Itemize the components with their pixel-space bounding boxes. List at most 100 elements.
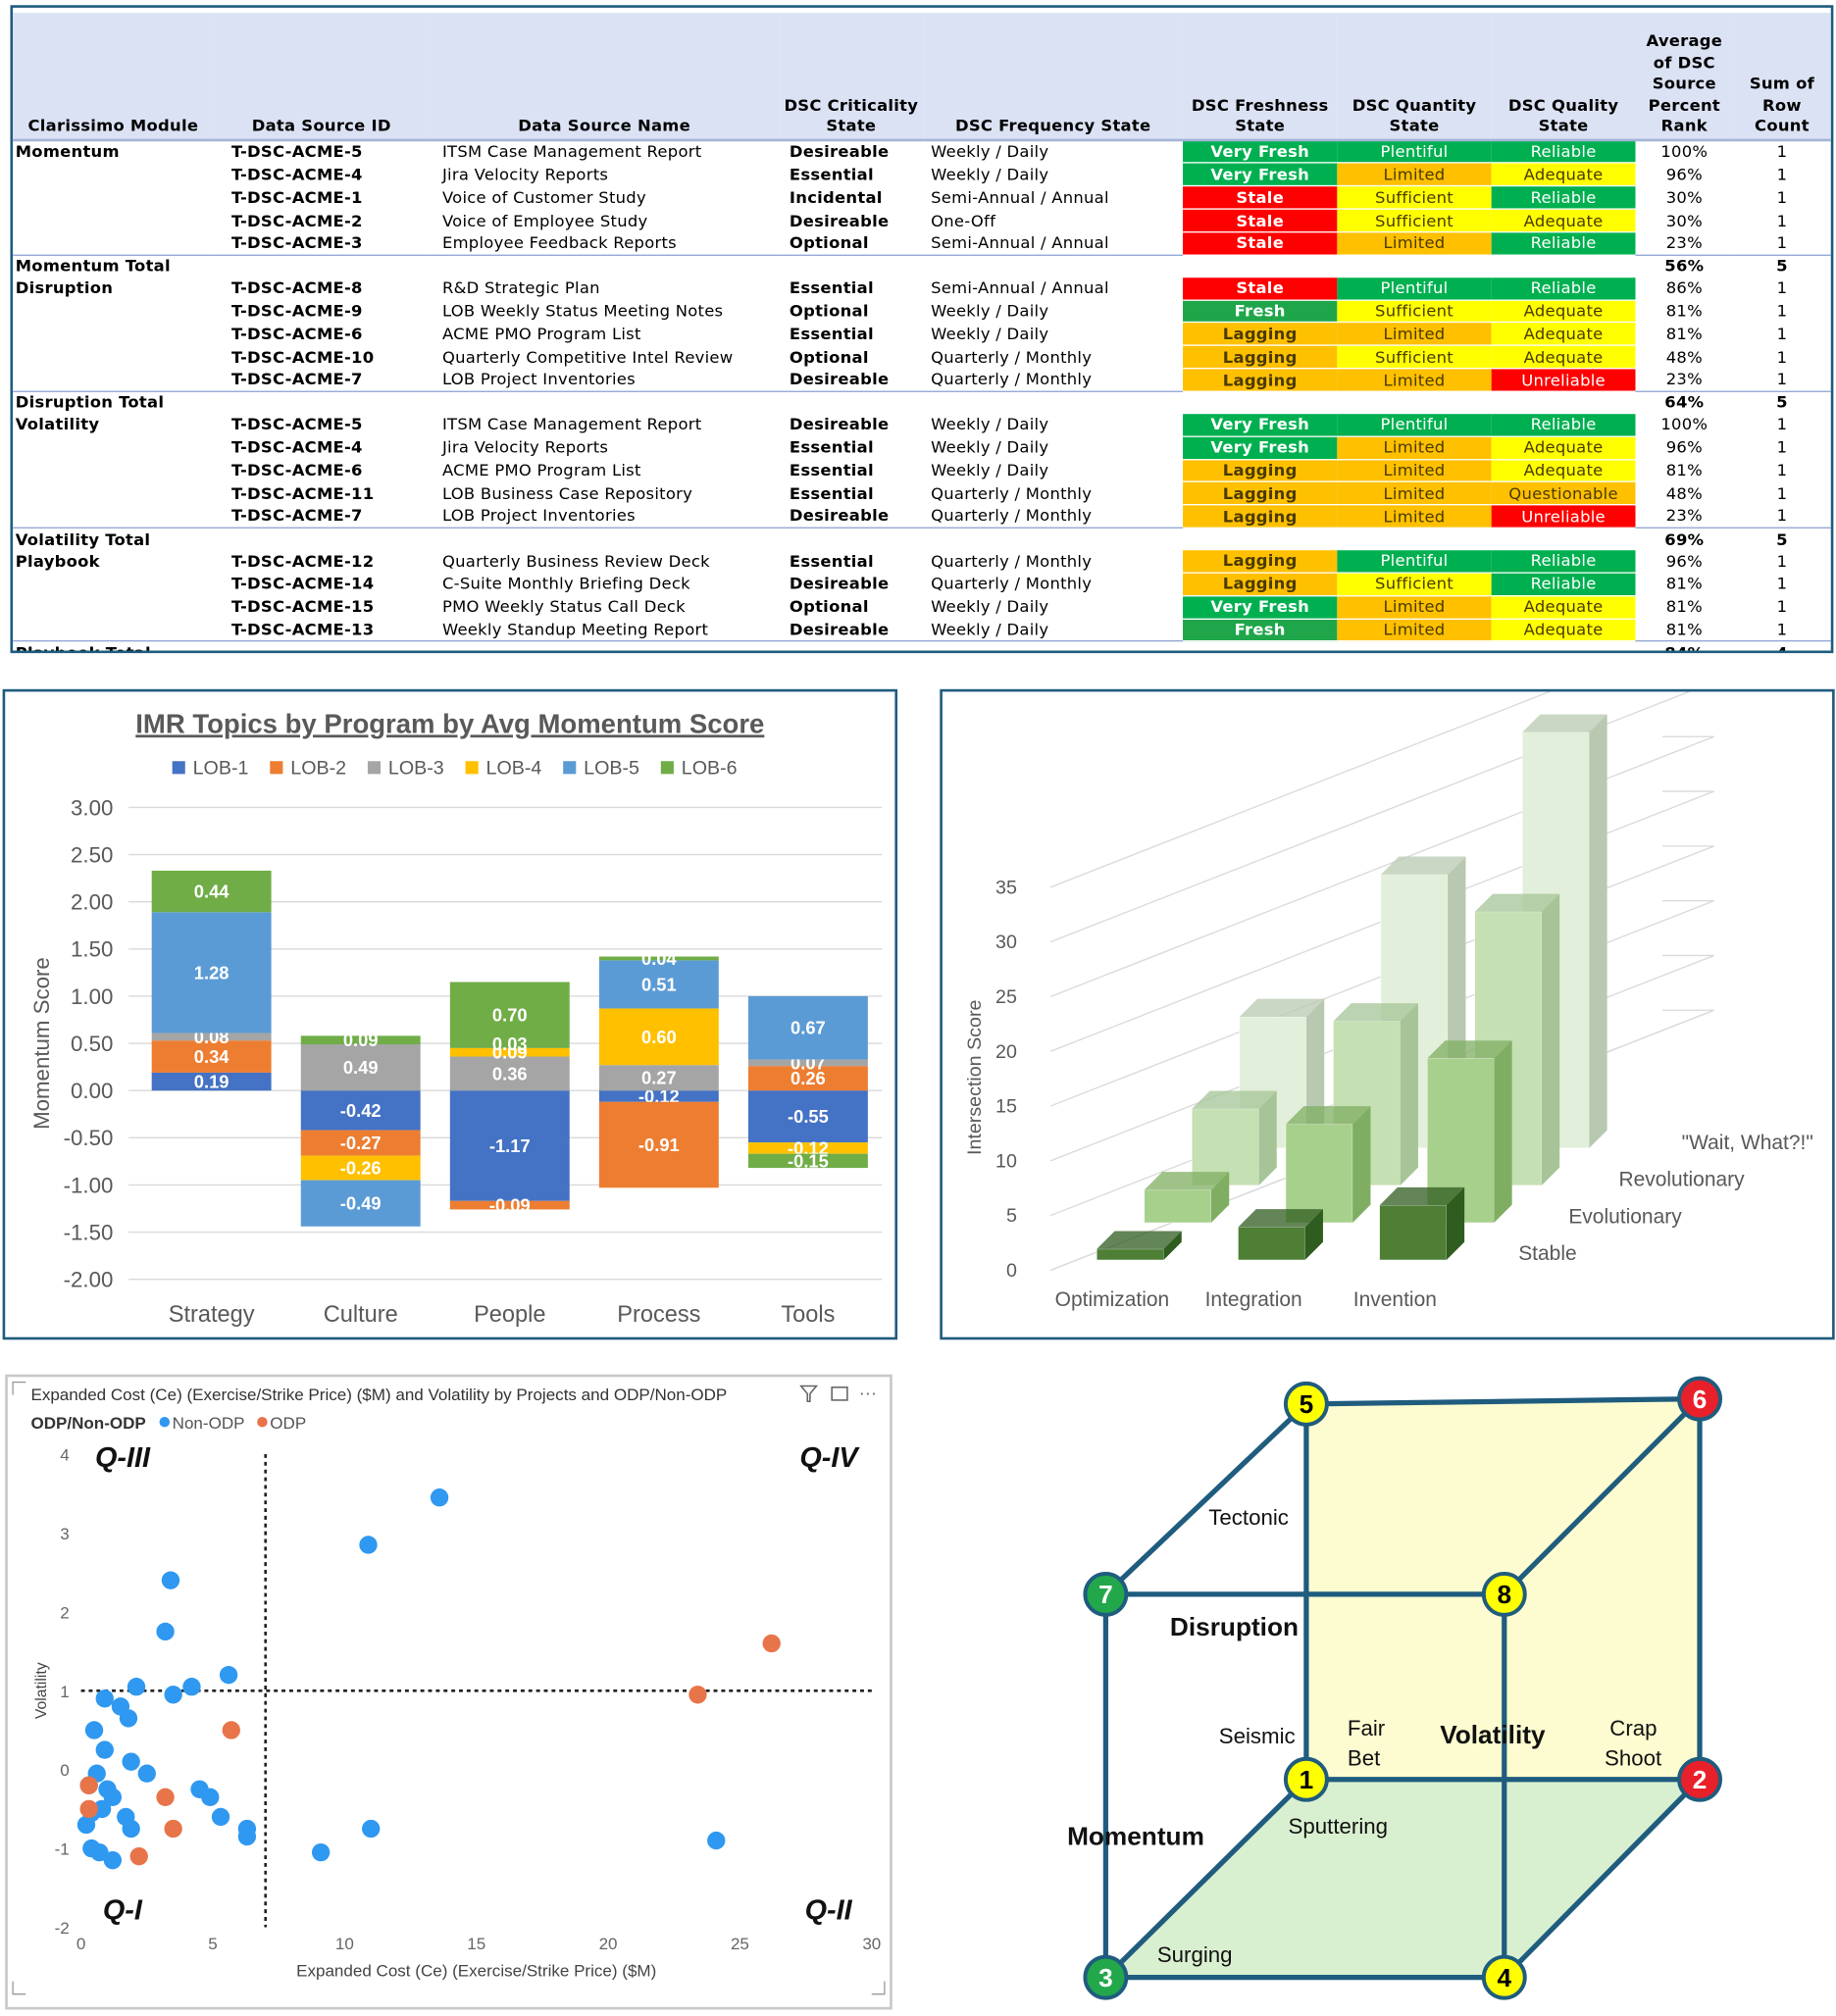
3d-bar[interactable] bbox=[1379, 1186, 1465, 1261]
table-row[interactable]: T-DSC-ACME-6 ACME PMO Program List Essenti… bbox=[13, 322, 1831, 347]
3d-bar[interactable] bbox=[1144, 1172, 1230, 1224]
table-row[interactable]: T-DSC-ACME-9 LOB Weekly Status Meeting No… bbox=[13, 299, 1831, 324]
bar-segment[interactable] bbox=[151, 1040, 272, 1073]
cube-node-6[interactable]: 6 bbox=[1677, 1376, 1722, 1422]
table-row[interactable]: T-DSC-ACME-1 Voice of Customer Study Incid… bbox=[13, 185, 1831, 210]
scatter-point[interactable] bbox=[79, 1799, 98, 1819]
bar-segment[interactable] bbox=[449, 1090, 570, 1201]
scatter-point[interactable] bbox=[90, 1842, 109, 1862]
scatter-point[interactable] bbox=[311, 1842, 331, 1862]
table-row[interactable]: T-DSC-ACME-11 LOB Business Case Repositor… bbox=[13, 481, 1831, 506]
scatter-point[interactable] bbox=[103, 1788, 123, 1807]
bar-segment[interactable] bbox=[151, 1033, 272, 1041]
bar-segment[interactable] bbox=[747, 1153, 868, 1169]
header-0[interactable]: Clarissimo Module bbox=[13, 13, 214, 141]
scatter-point[interactable] bbox=[219, 1665, 238, 1685]
header-3[interactable]: DSC Criticality State bbox=[779, 13, 924, 141]
bar-segment[interactable] bbox=[300, 1155, 421, 1181]
table-row[interactable]: T-DSC-ACME-6 ACME PMO Program List Essenti… bbox=[13, 459, 1831, 483]
scatter-point[interactable] bbox=[95, 1689, 114, 1708]
scatter-point[interactable] bbox=[79, 1776, 98, 1794]
table-row[interactable]: T-DSC-ACME-4 Jira Velocity Reports Essenti… bbox=[13, 435, 1831, 460]
legend-lob-6[interactable]: LOB-6 bbox=[660, 757, 738, 779]
bar-segment[interactable] bbox=[449, 1200, 570, 1210]
table-row[interactable]: T-DSC-ACME-15 PMO Weekly Status Call Deck… bbox=[13, 595, 1831, 620]
table-row[interactable]: Disruption T-DSC-ACME-8 R&D Strategic Plan… bbox=[13, 277, 1831, 301]
header-5[interactable]: DSC Freshness State bbox=[1183, 13, 1338, 141]
header-9[interactable]: Sum of Row Count bbox=[1733, 13, 1831, 141]
scatter-point[interactable] bbox=[119, 1709, 138, 1728]
header-1[interactable]: Data Source ID bbox=[213, 13, 430, 141]
cube-node-7[interactable]: 7 bbox=[1083, 1571, 1129, 1617]
bar-segment[interactable] bbox=[747, 1142, 868, 1154]
bar-segment[interactable] bbox=[598, 1065, 719, 1091]
total-row[interactable]: Volatility Total 69% 5 bbox=[13, 527, 1831, 551]
bar-segment[interactable] bbox=[151, 870, 272, 913]
bar-segment[interactable] bbox=[747, 1059, 868, 1067]
cube-node-3[interactable]: 3 bbox=[1083, 1954, 1129, 2000]
bar-segment[interactable] bbox=[598, 1101, 719, 1188]
3d-bar[interactable] bbox=[1191, 1090, 1277, 1186]
scatter-point[interactable] bbox=[182, 1678, 201, 1696]
3d-bar[interactable] bbox=[1285, 1106, 1371, 1224]
table-row[interactable]: T-DSC-ACME-7 LOB Project Inventories Desir… bbox=[13, 504, 1831, 529]
bar-segment[interactable] bbox=[598, 1008, 719, 1066]
scatter-point[interactable] bbox=[201, 1788, 220, 1807]
header-6[interactable]: DSC Quantity State bbox=[1337, 13, 1492, 141]
scatter-point[interactable] bbox=[362, 1819, 381, 1839]
bar-segment[interactable] bbox=[449, 1047, 570, 1057]
scatter-point[interactable] bbox=[122, 1819, 140, 1839]
legend-lob-4[interactable]: LOB-4 bbox=[465, 757, 542, 779]
table-row[interactable]: T-DSC-ACME-13 Weekly Standup Meeting Repo… bbox=[13, 618, 1831, 642]
header-4[interactable]: DSC Frequency State bbox=[923, 13, 1184, 141]
bar-segment[interactable] bbox=[598, 956, 719, 961]
cube-node-2[interactable]: 2 bbox=[1677, 1756, 1722, 1802]
scatter-point[interactable] bbox=[122, 1752, 140, 1771]
legend-lob-2[interactable]: LOB-2 bbox=[270, 757, 346, 779]
scatter-point[interactable] bbox=[137, 1764, 156, 1783]
bar-segment[interactable] bbox=[449, 1056, 570, 1091]
cube-node-1[interactable]: 1 bbox=[1283, 1756, 1329, 1802]
cube-node-5[interactable]: 5 bbox=[1283, 1381, 1329, 1427]
cube-node-8[interactable]: 8 bbox=[1481, 1571, 1527, 1617]
scatter-point[interactable] bbox=[688, 1686, 707, 1704]
scatter-point[interactable] bbox=[95, 1740, 114, 1759]
scatter-point[interactable] bbox=[707, 1831, 726, 1850]
scatter-point[interactable] bbox=[359, 1536, 378, 1554]
legend-non-odp[interactable]: Non-ODP bbox=[159, 1414, 245, 1433]
bar-segment[interactable] bbox=[747, 1090, 868, 1143]
3d-bar[interactable] bbox=[1238, 1209, 1323, 1261]
bar-segment[interactable] bbox=[449, 982, 570, 1048]
scatter-point[interactable] bbox=[237, 1827, 257, 1846]
scatter-point[interactable] bbox=[161, 1571, 180, 1589]
scatter-point[interactable] bbox=[211, 1807, 230, 1827]
scatter-point[interactable] bbox=[762, 1634, 781, 1653]
bar-segment[interactable] bbox=[151, 912, 272, 1033]
scatter-point[interactable] bbox=[156, 1622, 175, 1641]
bar-segment[interactable] bbox=[300, 1044, 421, 1091]
scatter-point[interactable] bbox=[84, 1721, 104, 1739]
scatter-point[interactable] bbox=[430, 1488, 449, 1507]
legend-odp[interactable]: ODP bbox=[257, 1414, 306, 1433]
table-row[interactable]: T-DSC-ACME-10 Quarterly Competitive Intel… bbox=[13, 345, 1831, 370]
scatter-point[interactable] bbox=[164, 1819, 182, 1839]
bar-segment[interactable] bbox=[598, 1090, 719, 1102]
more-options-icon[interactable]: ··· bbox=[859, 1383, 877, 1403]
3d-bar[interactable] bbox=[1096, 1231, 1182, 1261]
legend-lob-5[interactable]: LOB-5 bbox=[563, 757, 639, 779]
scatter-point[interactable] bbox=[129, 1846, 148, 1866]
volatility-scatter-chart[interactable]: Expanded Cost (Ce) (Exercise/Strike Pric… bbox=[5, 1374, 892, 2010]
scatter-point[interactable] bbox=[156, 1788, 175, 1807]
scatter-point[interactable] bbox=[127, 1678, 146, 1696]
bar-segment[interactable] bbox=[300, 1130, 421, 1156]
total-row[interactable]: Disruption Total 64% 5 bbox=[13, 390, 1831, 414]
header-2[interactable]: Data Source Name bbox=[429, 13, 780, 141]
legend-lob-1[interactable]: LOB-1 bbox=[172, 757, 249, 779]
table-row[interactable]: T-DSC-ACME-2 Voice of Employee Study Desir… bbox=[13, 209, 1831, 233]
table-row[interactable]: Playbook T-DSC-ACME-12 Quarterly Business … bbox=[13, 550, 1831, 574]
scatter-point[interactable] bbox=[222, 1721, 240, 1739]
table-row[interactable]: T-DSC-ACME-4 Jira Velocity Reports Essenti… bbox=[13, 163, 1831, 187]
scatter-point[interactable] bbox=[164, 1686, 182, 1704]
table-row[interactable]: Momentum T-DSC-ACME-5 ITSM Case Management… bbox=[13, 139, 1831, 165]
header-7[interactable]: DSC Quality State bbox=[1491, 13, 1636, 141]
